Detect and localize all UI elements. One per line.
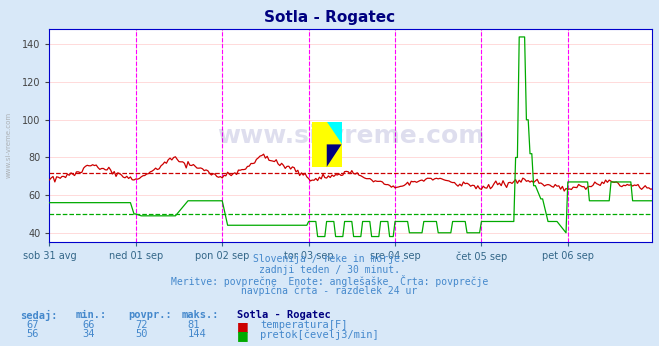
Text: www.si-vreme.com: www.si-vreme.com <box>5 112 12 179</box>
Text: sedaj:: sedaj: <box>20 310 57 321</box>
Polygon shape <box>327 122 341 144</box>
Text: pretok[čevelj3/min]: pretok[čevelj3/min] <box>260 329 379 340</box>
Text: 81: 81 <box>188 320 200 330</box>
Text: zadnji teden / 30 minut.: zadnji teden / 30 minut. <box>259 265 400 275</box>
Text: temperatura[F]: temperatura[F] <box>260 320 348 330</box>
Text: Sotla - Rogatec: Sotla - Rogatec <box>264 10 395 25</box>
Text: ■: ■ <box>237 329 249 343</box>
Text: min.:: min.: <box>76 310 107 320</box>
Text: www.si-vreme.com: www.si-vreme.com <box>217 124 484 148</box>
Text: ■: ■ <box>237 320 249 333</box>
Text: 72: 72 <box>135 320 148 330</box>
Text: Sotla - Rogatec: Sotla - Rogatec <box>237 310 331 320</box>
Text: 34: 34 <box>82 329 95 339</box>
Text: 56: 56 <box>26 329 39 339</box>
Polygon shape <box>327 144 341 167</box>
Text: maks.:: maks.: <box>181 310 219 320</box>
Text: 66: 66 <box>82 320 95 330</box>
Text: 50: 50 <box>135 329 148 339</box>
Text: povpr.:: povpr.: <box>129 310 172 320</box>
Text: Meritve: povprečne  Enote: anglešaške  Črta: povprečje: Meritve: povprečne Enote: anglešaške Črt… <box>171 275 488 287</box>
Text: Slovenija / reke in morje.: Slovenija / reke in morje. <box>253 254 406 264</box>
Text: 67: 67 <box>26 320 39 330</box>
Text: 144: 144 <box>188 329 206 339</box>
Text: navpična črta - razdelek 24 ur: navpična črta - razdelek 24 ur <box>241 285 418 296</box>
